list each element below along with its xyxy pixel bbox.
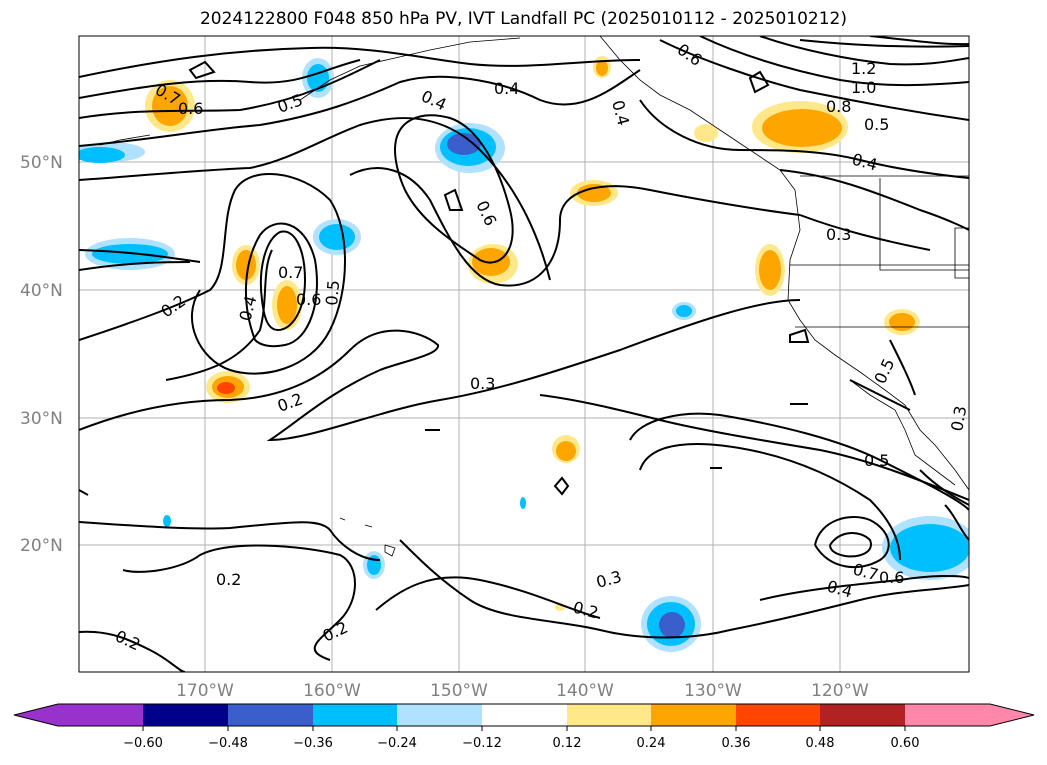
colorbar-segment [651, 704, 737, 726]
colorbar-tick-label: 0.24 [637, 736, 666, 751]
contour-label: 0.4 [494, 79, 519, 98]
colorbar-segment [14, 704, 58, 726]
lon-label: 150°W [430, 681, 488, 701]
contour-label: 0.6 [178, 99, 203, 118]
contour-label: 0.8 [826, 97, 851, 116]
latitude-labels: 50°N 40°N 30°N 20°N [20, 153, 63, 556]
colorbar-segment [58, 704, 144, 726]
colorbar-segment [482, 704, 568, 726]
lon-label: 130°W [684, 681, 742, 701]
page-title: 2024122800 F048 850 hPa PV, IVT Landfall… [199, 9, 847, 29]
contour-label: 0.3 [947, 404, 970, 432]
lon-label: 120°W [811, 681, 869, 701]
colorbar-segment [820, 704, 906, 726]
lon-label: 160°W [303, 681, 361, 701]
lat-label: 40°N [20, 281, 63, 301]
colorbar-tick-label: −0.60 [123, 736, 163, 751]
colorbar-tick-label: 0.12 [553, 736, 582, 751]
contour-label: 0.2 [216, 570, 241, 589]
colorbar-tick-label: 0.60 [891, 736, 920, 751]
colorbar: −0.60 −0.48 −0.36 −0.24 −0.12 0.12 0.24 … [13, 703, 1035, 751]
colorbar-segment [397, 704, 483, 726]
colorbar-tick-label: −0.48 [208, 736, 248, 751]
graticule [79, 36, 969, 672]
colorbar-segment [990, 704, 1034, 726]
colorbar-segment [143, 704, 229, 726]
contour-label: 0.5 [864, 115, 889, 134]
contour-label: 0.6 [296, 290, 321, 309]
colorbar-tick-label: −0.12 [462, 736, 502, 751]
contour-label: 0.3 [826, 225, 851, 244]
colorbar-segment [313, 704, 399, 726]
contour-label: 0.6 [879, 568, 904, 587]
longitude-labels: 170°W 160°W 150°W 140°W 130°W 120°W [176, 681, 869, 701]
lat-label: 20°N [20, 536, 63, 556]
colorbar-tick-label: 0.36 [722, 736, 751, 751]
colorbar-segment [228, 704, 314, 726]
contour-label: 1.2 [851, 59, 876, 78]
colorbar-tick-label: −0.36 [293, 736, 333, 751]
contour-label: 0.7 [278, 263, 303, 282]
contour-label: 0.5 [322, 279, 343, 306]
lon-label: 170°W [176, 681, 234, 701]
pv-contours [79, 36, 969, 672]
contour-label: 1.0 [851, 78, 876, 97]
coastline [99, 36, 969, 557]
contour-labels: 0.7 0.6 0.5 0.4 0.4 0.6 0.4 0.6 1.2 1.0 … [112, 40, 970, 655]
lat-label: 30°N [20, 409, 63, 429]
colorbar-tick-label: 0.48 [806, 736, 835, 751]
colorbar-tick-label: −0.24 [377, 736, 417, 751]
lat-label: 50°N [20, 153, 63, 173]
colorbar-segment [736, 704, 822, 726]
contour-label: 0.5 [864, 451, 889, 470]
colorbar-segment [567, 704, 653, 726]
colorbar-segment [905, 704, 991, 726]
map-border [78, 35, 970, 673]
lon-label: 140°W [556, 681, 614, 701]
contour-label: 0.3 [470, 374, 495, 393]
